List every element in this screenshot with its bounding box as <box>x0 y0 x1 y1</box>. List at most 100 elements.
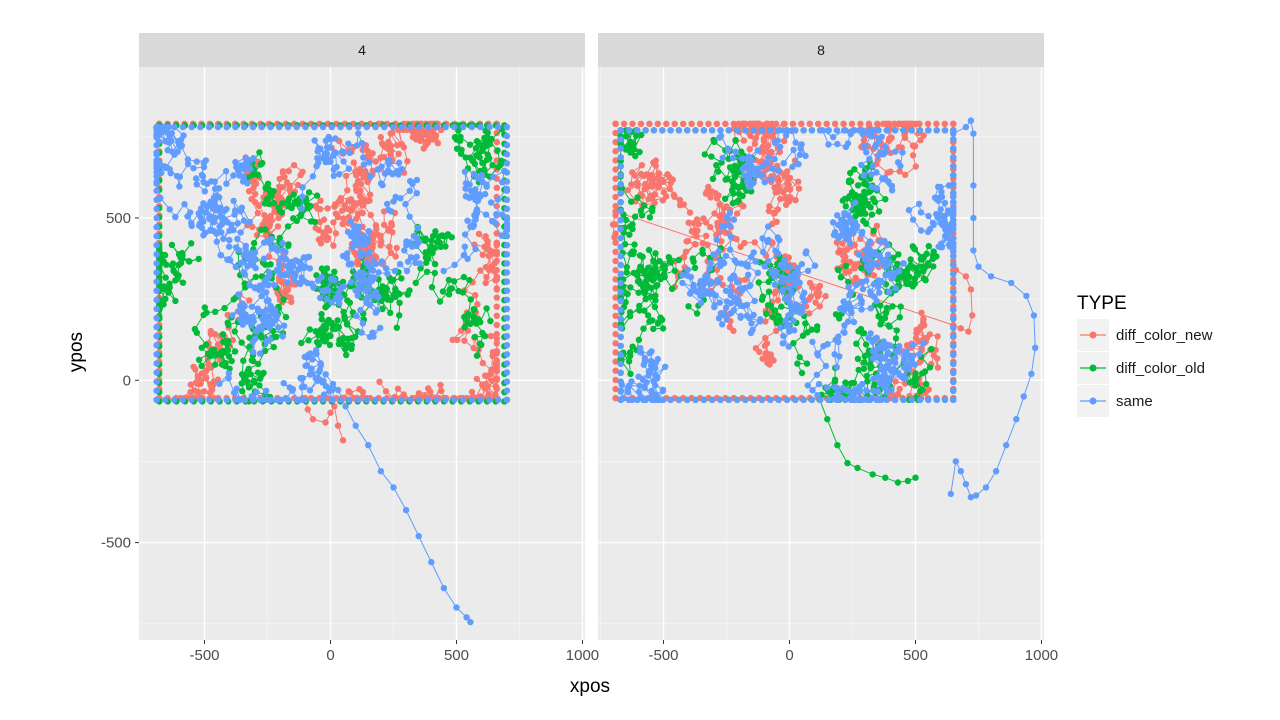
point-same <box>617 181 624 188</box>
data-layer <box>153 120 511 626</box>
path-same <box>620 129 955 401</box>
point-diff_color_new <box>612 239 619 246</box>
point-diff_color_old <box>842 262 850 270</box>
point-same <box>354 396 362 403</box>
point-same <box>477 396 484 403</box>
point-diff_color_new <box>933 120 940 128</box>
point-same <box>858 396 865 403</box>
point-same <box>883 396 890 403</box>
point-same <box>617 136 624 143</box>
point-same <box>775 396 782 403</box>
point-same <box>783 396 791 403</box>
point-same <box>503 360 511 367</box>
point-same <box>916 127 924 134</box>
point-same <box>883 127 890 134</box>
point-same <box>842 396 849 403</box>
point-same <box>950 172 957 179</box>
point-same <box>223 123 230 131</box>
point-diff_color_new <box>629 120 636 128</box>
point-same <box>153 178 160 185</box>
point-diff_color_new <box>612 367 619 374</box>
point-same <box>950 297 957 305</box>
point-same <box>642 396 649 403</box>
point-same <box>503 323 511 331</box>
point-same <box>842 127 849 134</box>
point-same <box>153 387 160 394</box>
point-same <box>617 396 624 403</box>
x-tick-label: 1000 <box>1025 647 1058 664</box>
point-diff_color_new <box>747 120 754 128</box>
point-diff_color_new <box>696 120 704 128</box>
point-same <box>950 163 957 170</box>
point-diff_color_new <box>612 175 619 182</box>
point-same <box>625 396 633 403</box>
point-same <box>381 396 388 403</box>
point-same <box>153 123 160 131</box>
point-same <box>950 136 957 143</box>
point-same <box>346 396 353 403</box>
point-same <box>293 123 300 131</box>
point-diff_color_new <box>612 257 619 265</box>
point-same <box>717 396 724 403</box>
point-same <box>503 214 511 222</box>
point-same <box>389 123 397 131</box>
point-same <box>311 396 318 403</box>
point-diff_color_new <box>612 330 619 338</box>
point-same <box>858 127 865 134</box>
point-diff_color_new <box>848 120 856 128</box>
point-same <box>833 396 841 403</box>
point-same <box>850 396 857 403</box>
point-same <box>503 387 511 394</box>
point-diff_color_new <box>612 376 619 384</box>
point-same <box>733 127 741 134</box>
x-tick-label: 500 <box>444 647 469 664</box>
point-diff_color_new <box>815 120 822 128</box>
point-same <box>503 251 511 258</box>
point-same <box>249 123 257 131</box>
point-diff_color_new <box>680 120 687 128</box>
point-same <box>891 127 899 134</box>
point-diff_color_new <box>612 202 619 210</box>
x-tick-label: -500 <box>189 647 219 664</box>
point-diff_color_new <box>924 120 932 128</box>
point-same <box>459 123 467 131</box>
point-same <box>725 396 732 403</box>
point-diff_color_new <box>493 285 500 292</box>
point-same <box>179 123 187 131</box>
path-same <box>337 389 471 623</box>
point-same <box>891 396 899 403</box>
point-same <box>617 360 624 367</box>
point-same <box>617 261 624 269</box>
point-diff_color_new <box>950 120 957 128</box>
point-same <box>617 333 624 341</box>
point-diff_color_new <box>891 120 898 128</box>
legend-item-diff_color_new: diff_color_new <box>1077 319 1213 351</box>
point-same <box>372 396 379 403</box>
point-same <box>950 243 957 251</box>
point-same <box>398 123 405 131</box>
point-same <box>950 351 957 359</box>
point-diff_color_new <box>882 120 889 128</box>
point-diff_color_new <box>806 120 813 128</box>
point-same <box>153 132 160 140</box>
point-diff_color_new <box>612 303 619 310</box>
point-same <box>503 305 511 313</box>
point-same <box>808 127 816 134</box>
point-same <box>950 207 957 215</box>
point-same <box>503 378 511 385</box>
legend-label: diff_color_old <box>1116 360 1205 377</box>
point-diff_color_new <box>772 120 780 128</box>
legend-title: TYPE <box>1077 293 1127 314</box>
point-same <box>503 351 511 358</box>
point-same <box>153 332 160 340</box>
x-tick-label: -500 <box>648 647 678 664</box>
point-same <box>767 127 774 134</box>
point-same <box>617 297 624 305</box>
point-diff_color_new <box>781 120 788 128</box>
point-same <box>153 278 160 285</box>
point-diff_color_new <box>916 120 923 128</box>
point-diff_color_new <box>789 120 797 128</box>
point-same <box>875 396 882 403</box>
point-same <box>153 169 160 176</box>
point-diff_color_new <box>612 148 619 155</box>
